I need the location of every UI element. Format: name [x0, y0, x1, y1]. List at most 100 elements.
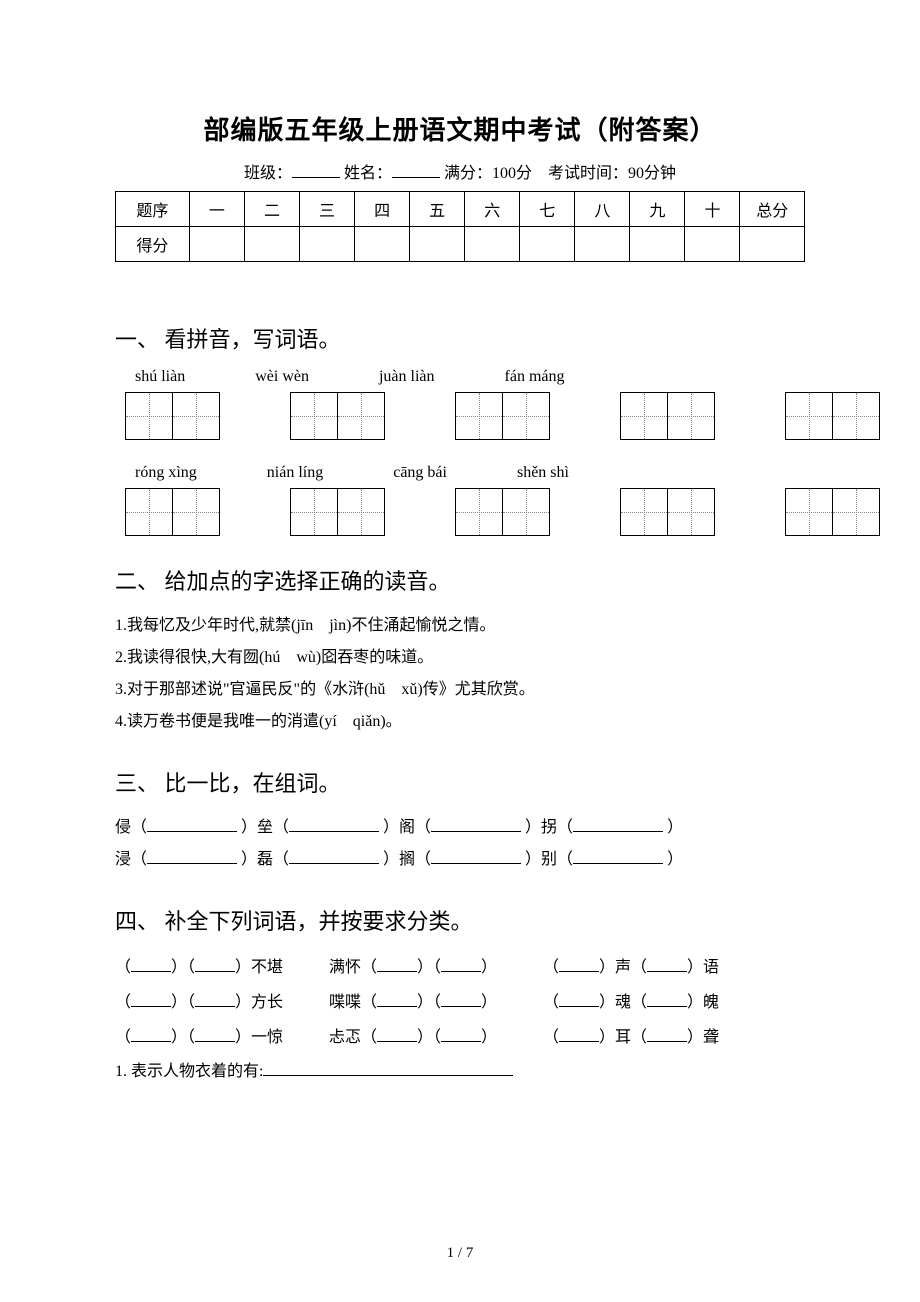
question-line: 3.对于那部述说"官逼民反"的《水浒(hǔ xǔ)传》尤其欣赏。: [115, 674, 805, 706]
fullscore-value: 100分: [492, 165, 532, 182]
col-2: 二: [244, 192, 299, 227]
s4-text: ）: [481, 994, 497, 1011]
fill-blank[interactable]: [647, 1025, 687, 1042]
pinyin-item: juàn liàn: [379, 368, 435, 386]
char-box-pair[interactable]: [620, 488, 715, 536]
s4-text: ）聋: [687, 1029, 719, 1046]
fill-blank[interactable]: [573, 815, 663, 832]
char-box-pair[interactable]: [455, 488, 550, 536]
score-cell[interactable]: [685, 227, 740, 262]
fill-blank[interactable]: [647, 990, 687, 1007]
score-cell[interactable]: [465, 227, 520, 262]
score-cell[interactable]: [244, 227, 299, 262]
s4-text: ）（: [417, 1029, 441, 1046]
fill-blank[interactable]: [441, 1025, 481, 1042]
pinyin-item: nián líng: [267, 464, 323, 482]
s4-text: ）声（: [599, 959, 647, 976]
s3-text: ）磊（: [241, 851, 289, 868]
time-label: 考试时间：: [548, 165, 628, 182]
char-box-pair[interactable]: [455, 392, 550, 440]
fill-blank[interactable]: [263, 1059, 513, 1076]
table-row: 得分: [116, 227, 805, 262]
s4-text: ）一惊: [235, 1029, 283, 1046]
fill-blank[interactable]: [559, 1025, 599, 1042]
pinyin-item: wèi wèn: [255, 368, 309, 386]
s4-text: 满怀（: [329, 959, 377, 976]
s4-text: ）魂（: [599, 994, 647, 1011]
s4-text: 忐忑（: [329, 1029, 377, 1046]
s3-text: ）拐（: [525, 819, 573, 836]
s4-text: （: [115, 994, 131, 1011]
boxes-row-2: [125, 488, 805, 536]
class-blank[interactable]: [292, 161, 340, 178]
fill-blank[interactable]: [573, 847, 663, 864]
score-cell[interactable]: [410, 227, 465, 262]
section3-heading: 三、 比一比，在组词。: [115, 766, 805, 798]
s3-text: ）垒（: [241, 819, 289, 836]
char-box-pair[interactable]: [125, 488, 220, 536]
score-cell[interactable]: [575, 227, 630, 262]
fill-blank[interactable]: [431, 815, 521, 832]
total-label: 总分: [740, 192, 805, 227]
section4-grid: （）（）不堪 满怀（）（） （）声（）语 （）（）方长 喋喋（）（） （）魂（）…: [115, 950, 805, 1056]
fill-blank[interactable]: [131, 1025, 171, 1042]
s3-text: ）: [667, 851, 683, 868]
col-7: 七: [520, 192, 575, 227]
fill-blank[interactable]: [377, 955, 417, 972]
section1-heading: 一、 看拼音，写词语。: [115, 322, 805, 354]
char-box-pair[interactable]: [785, 488, 880, 536]
fill-blank[interactable]: [441, 955, 481, 972]
char-box-pair[interactable]: [785, 392, 880, 440]
col-9: 九: [630, 192, 685, 227]
col-3: 三: [299, 192, 354, 227]
time-value: 90分钟: [628, 165, 676, 182]
fill-blank[interactable]: [131, 990, 171, 1007]
fill-blank[interactable]: [147, 847, 237, 864]
fill-blank[interactable]: [195, 1025, 235, 1042]
fill-blank[interactable]: [289, 815, 379, 832]
boxes-row-1: [125, 392, 805, 440]
pinyin-row-2: róng xìng nián líng cāng bái shěn shì: [135, 464, 805, 482]
score-cell[interactable]: [630, 227, 685, 262]
char-box-pair[interactable]: [125, 392, 220, 440]
score-cell[interactable]: [355, 227, 410, 262]
s4-text: ）魄: [687, 994, 719, 1011]
s4-text: ）不堪: [235, 959, 283, 976]
s3-text: ）搁（: [383, 851, 431, 868]
s4-text: ）（: [171, 959, 195, 976]
score-cell[interactable]: [299, 227, 354, 262]
name-blank[interactable]: [392, 161, 440, 178]
fill-blank[interactable]: [377, 1025, 417, 1042]
fill-blank[interactable]: [195, 955, 235, 972]
s4-text: ）（: [171, 1029, 195, 1046]
page-footer: 1 / 7: [0, 1245, 920, 1262]
s3-line-2: 浸（ ）磊（ ）搁（ ）别（ ）: [115, 844, 805, 876]
fill-blank[interactable]: [377, 990, 417, 1007]
fill-blank[interactable]: [647, 955, 687, 972]
fill-blank[interactable]: [289, 847, 379, 864]
fill-blank[interactable]: [559, 955, 599, 972]
page-container: 部编版五年级上册语文期中考试（附答案） 班级： 姓名： 满分：100分 考试时间…: [0, 0, 920, 1302]
section4-heading: 四、 补全下列词语，并按要求分类。: [115, 904, 805, 936]
char-box-pair[interactable]: [290, 392, 385, 440]
question-line: 1.我每忆及少年时代,就禁(jīn jìn)不住涌起愉悦之情。: [115, 610, 805, 642]
fill-blank[interactable]: [559, 990, 599, 1007]
s4-row: （）（）不堪 满怀（）（） （）声（）语: [115, 950, 805, 985]
fill-blank[interactable]: [147, 815, 237, 832]
score-total-cell[interactable]: [740, 227, 805, 262]
char-box-pair[interactable]: [290, 488, 385, 536]
score-cell[interactable]: [189, 227, 244, 262]
question-line: 4.读万卷书便是我唯一的消遣(yí qiǎn)。: [115, 706, 805, 738]
col-1: 一: [189, 192, 244, 227]
fill-blank[interactable]: [431, 847, 521, 864]
char-box-pair[interactable]: [620, 392, 715, 440]
fill-blank[interactable]: [131, 955, 171, 972]
fill-blank[interactable]: [441, 990, 481, 1007]
row1-label: 题序: [116, 192, 190, 227]
score-cell[interactable]: [520, 227, 575, 262]
pinyin-item: fán máng: [505, 368, 565, 386]
pinyin-item: shú liàn: [135, 368, 185, 386]
fill-blank[interactable]: [195, 990, 235, 1007]
fullscore-label: 满分：: [444, 165, 492, 182]
s3-text: ）: [667, 819, 683, 836]
